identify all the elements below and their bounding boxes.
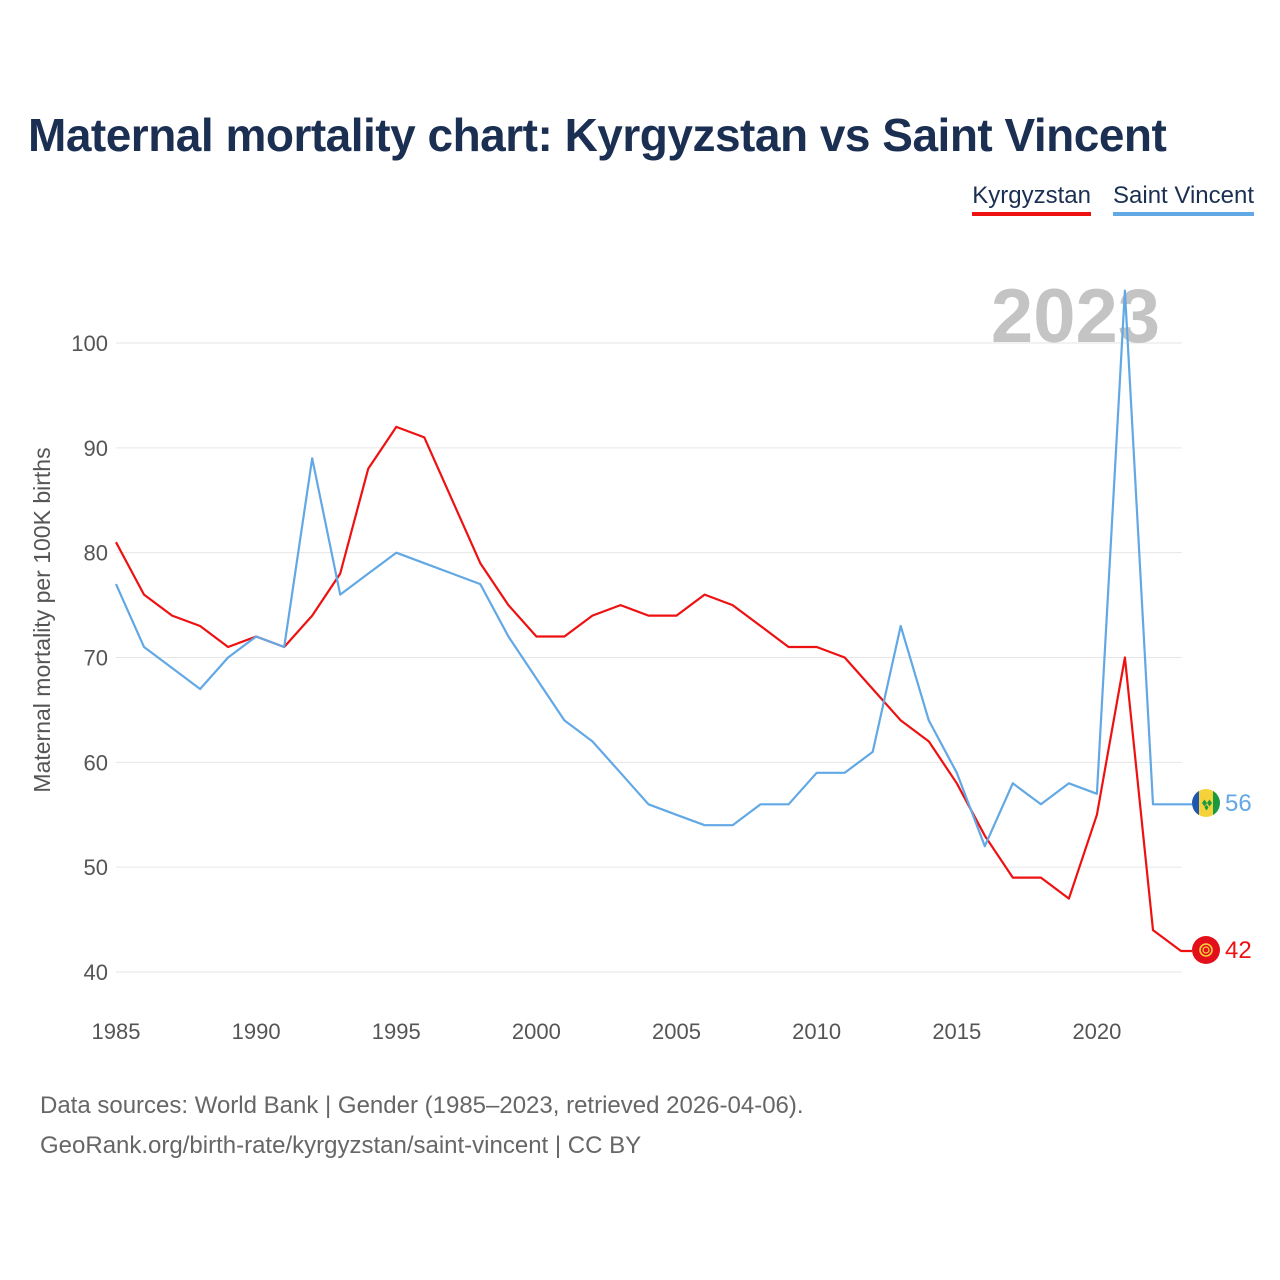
y-tick-label: 90	[84, 436, 108, 461]
kyrgyzstan-flag-icon	[1192, 936, 1220, 964]
sources-line-2[interactable]: GeoRank.org/birth-rate/kyrgyzstan/saint-…	[40, 1132, 642, 1159]
saint-vincent-end-value: 56	[1225, 790, 1252, 817]
sources-line-1: Data sources: World Bank | Gender (1985–…	[40, 1092, 804, 1119]
series-lines	[114, 289, 1192, 953]
series-line-kyrgyzstan	[115, 425, 1192, 953]
grid-lines	[116, 342, 1182, 973]
x-tick-label: 1985	[92, 1019, 141, 1044]
x-tick-label: 1995	[372, 1019, 421, 1044]
series-line-saint-vincent	[114, 289, 1192, 848]
legend: Kyrgyzstan Saint Vincent	[972, 182, 1254, 216]
y-tick-label: 80	[84, 541, 108, 566]
kyrgyzstan-end-value: 42	[1225, 937, 1252, 964]
line-chart: 2023 40 50 60 70 80 90 100 1985 1990 1995 2000 200…	[29, 274, 1252, 1044]
y-axis-label: Maternal mortality per 100K births	[29, 447, 55, 792]
x-tick-label: 2005	[652, 1019, 701, 1044]
x-tick-label: 2000	[512, 1019, 561, 1044]
x-axis-ticks: 1985 1990 1995 2000 2005 2010 2015 2020	[92, 1019, 1122, 1044]
legend-item-kyrgyzstan[interactable]: Kyrgyzstan	[972, 182, 1091, 216]
x-tick-label: 2015	[932, 1019, 981, 1044]
y-axis-ticks: 40 50 60 70 80 90 100	[71, 331, 108, 985]
x-tick-label: 2010	[792, 1019, 841, 1044]
y-tick-label: 70	[84, 646, 108, 671]
x-tick-label: 1990	[232, 1019, 281, 1044]
year-label: 2023	[991, 274, 1160, 359]
chart-title: Maternal mortality chart: Kyrgyzstan vs …	[28, 109, 1167, 161]
data-sources: Data sources: World Bank | Gender (1985–…	[40, 1086, 804, 1166]
saint-vincent-flag-icon	[1192, 789, 1220, 817]
y-tick-label: 50	[84, 855, 108, 880]
legend-item-saint-vincent[interactable]: Saint Vincent	[1113, 182, 1254, 216]
y-tick-label: 100	[71, 331, 108, 356]
y-tick-label: 40	[84, 960, 108, 985]
y-tick-label: 60	[84, 750, 108, 775]
x-tick-label: 2020	[1072, 1019, 1121, 1044]
